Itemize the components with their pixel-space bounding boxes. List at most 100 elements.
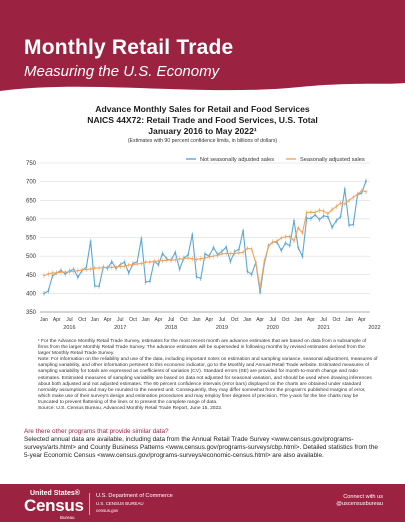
social-handle-link[interactable]: @uscensusbureau [336, 501, 383, 508]
data-point-adjusted [204, 257, 206, 259]
data-point-adjusted [310, 211, 312, 214]
data-point-not-adjusted [246, 270, 249, 273]
report-subtitle: Measuring the U.S. Economy [24, 63, 220, 80]
data-point-adjusted [195, 258, 198, 261]
footnote-note: Note: For information on the reliability… [38, 357, 378, 405]
y-tick-label: 350 [26, 310, 37, 316]
x-tick-label: Jan [91, 317, 99, 323]
data-point-adjusted [136, 263, 139, 265]
data-point-adjusted [335, 205, 338, 208]
data-point-adjusted [288, 235, 291, 238]
x-tick-label: Jan [142, 317, 150, 323]
data-point-adjusted [191, 257, 194, 260]
data-point-not-adjusted [199, 277, 202, 280]
data-point-not-adjusted [144, 281, 147, 284]
data-point-not-adjusted [331, 226, 334, 229]
chart-subtitle: (Estimates with 90 percent confidence li… [127, 138, 278, 144]
data-point-not-adjusted [43, 292, 45, 295]
chart-title-line3: January 2016 to May 2022¹ [148, 126, 257, 136]
data-point-adjusted [153, 260, 156, 263]
data-point-adjusted [149, 261, 151, 263]
data-point-adjusted [51, 271, 54, 274]
data-point-adjusted [144, 261, 147, 263]
data-point-not-adjusted [51, 274, 54, 277]
data-point-not-adjusted [250, 273, 253, 276]
data-point-adjusted [343, 203, 346, 205]
data-point-not-adjusted [140, 237, 143, 240]
header-wave-decoration [0, 83, 405, 98]
x-tick-label: Oct [180, 317, 188, 323]
data-point-not-adjusted [305, 217, 308, 220]
data-point-not-adjusted [110, 260, 113, 263]
data-point-not-adjusted [123, 261, 126, 263]
data-point-adjusted [47, 273, 50, 275]
data-point-adjusted [254, 261, 257, 264]
y-tick-label: 450 [26, 273, 37, 279]
data-point-adjusted [276, 240, 278, 243]
y-tick-label: 650 [26, 198, 37, 204]
y-tick-label: 700 [26, 180, 37, 186]
data-point-not-adjusted [195, 275, 198, 278]
data-point-adjusted [127, 264, 130, 266]
data-point-not-adjusted [242, 229, 245, 232]
x-tick-label: Jan [294, 317, 302, 323]
data-point-adjusted [250, 248, 253, 250]
data-point-adjusted [106, 266, 109, 269]
data-point-not-adjusted [348, 224, 350, 227]
data-point-adjusted [348, 199, 350, 202]
x-tick-label: Jul [117, 317, 123, 323]
data-point-not-adjusted [89, 240, 92, 243]
x-tick-label: Oct [332, 317, 340, 323]
y-tick-label: 400 [26, 291, 37, 297]
data-point-adjusted [64, 271, 67, 274]
series-line-not-adjusted [43, 180, 367, 294]
data-point-not-adjusted [221, 250, 223, 253]
data-point-adjusted [93, 267, 96, 269]
data-point-not-adjusted [237, 248, 240, 251]
data-point-not-adjusted [297, 246, 300, 249]
connect-label: Connect with us [343, 494, 383, 500]
x-year-label: 2019 [216, 325, 228, 331]
data-point-adjusted [132, 263, 134, 266]
data-point-adjusted [174, 258, 177, 261]
data-point-not-adjusted [229, 260, 232, 263]
x-year-label: 2022 [368, 325, 380, 331]
data-point-adjusted [225, 252, 228, 255]
data-point-adjusted [301, 232, 304, 234]
data-point-not-adjusted [259, 291, 261, 294]
data-point-adjusted [199, 257, 202, 260]
data-point-not-adjusted [157, 263, 160, 266]
chart-title-line1: Advance Monthly Sales for Retail and Foo… [95, 104, 310, 114]
data-point-not-adjusted [212, 246, 215, 249]
census-website-link[interactable]: census.gov [96, 508, 119, 513]
data-point-adjusted [161, 259, 164, 262]
data-point-adjusted [267, 245, 270, 247]
data-point-not-adjusted [284, 242, 287, 244]
data-point-adjusted [178, 258, 181, 261]
data-point-adjusted [297, 226, 300, 229]
census-logo-bureau: Bureau [60, 515, 75, 520]
x-tick-label: Jul [320, 317, 326, 323]
data-point-adjusted [170, 258, 173, 261]
data-point-adjusted [72, 270, 75, 273]
x-year-label: 2017 [114, 325, 126, 331]
data-point-adjusted [284, 235, 287, 238]
data-point-not-adjusted [293, 219, 295, 222]
data-point-adjusted [76, 269, 79, 272]
data-point-not-adjusted [365, 179, 367, 182]
data-point-not-adjusted [47, 290, 50, 293]
data-point-adjusted [85, 268, 88, 271]
data-point-adjusted [221, 252, 223, 255]
x-tick-label: Jan [243, 317, 251, 323]
data-point-adjusted [68, 270, 71, 273]
x-year-label: 2020 [267, 325, 279, 331]
data-point-adjusted [140, 262, 143, 265]
data-point-adjusted [212, 255, 215, 258]
x-tick-label: Jul [66, 317, 72, 323]
x-year-label: 2021 [318, 325, 330, 331]
data-point-not-adjusted [76, 276, 79, 279]
data-point-adjusted [237, 251, 240, 254]
data-point-adjusted [271, 241, 274, 243]
data-point-not-adjusted [318, 218, 321, 221]
data-point-not-adjusted [127, 271, 130, 274]
